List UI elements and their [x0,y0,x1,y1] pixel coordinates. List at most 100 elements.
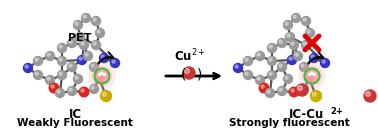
Circle shape [243,56,253,66]
Circle shape [56,89,65,97]
Circle shape [95,69,109,83]
Circle shape [45,51,54,61]
Circle shape [301,86,304,89]
Circle shape [81,42,84,45]
Text: IC-Cu: IC-Cu [289,108,324,121]
Circle shape [290,40,299,50]
Text: PET: PET [68,33,92,43]
Circle shape [268,56,276,66]
Circle shape [257,77,260,80]
Circle shape [299,62,308,72]
Circle shape [110,59,119,67]
Circle shape [93,42,96,45]
Circle shape [299,63,325,89]
FancyArrowPatch shape [98,52,113,64]
Circle shape [295,53,298,56]
Circle shape [305,69,319,83]
Circle shape [256,75,265,84]
Circle shape [102,92,106,96]
Circle shape [285,32,294,42]
Circle shape [279,40,282,43]
Circle shape [297,86,302,91]
Circle shape [284,75,293,83]
Circle shape [112,60,115,63]
Circle shape [101,72,103,75]
Circle shape [310,53,319,62]
Circle shape [279,64,282,67]
Circle shape [293,51,302,61]
Circle shape [303,18,306,21]
Circle shape [68,39,76,48]
Circle shape [75,76,78,79]
Circle shape [299,84,308,94]
Circle shape [289,87,299,97]
Circle shape [288,56,296,64]
Circle shape [91,86,94,89]
Text: IC: IC [68,108,82,121]
Circle shape [301,64,304,67]
Circle shape [96,29,104,37]
Circle shape [96,75,99,78]
Circle shape [47,53,50,56]
Circle shape [81,89,84,92]
Circle shape [265,89,274,97]
Circle shape [79,40,88,50]
Circle shape [90,62,99,72]
Text: (: ( [181,67,186,81]
Circle shape [99,53,108,62]
Text: Strongly fluorescent: Strongly fluorescent [229,118,349,128]
Circle shape [59,58,62,61]
Circle shape [93,18,96,21]
Circle shape [82,13,90,23]
Circle shape [245,58,248,61]
Circle shape [308,73,311,76]
Circle shape [103,73,106,76]
Circle shape [35,58,38,61]
Circle shape [68,86,76,95]
Circle shape [279,88,282,91]
Circle shape [79,57,82,60]
Circle shape [83,15,86,18]
Circle shape [303,42,306,45]
Circle shape [34,70,42,80]
Circle shape [183,67,195,79]
Circle shape [73,75,82,83]
Circle shape [25,65,28,68]
Circle shape [311,55,314,58]
Circle shape [269,72,272,75]
Circle shape [310,91,322,102]
Circle shape [76,32,85,42]
Circle shape [91,40,101,50]
Circle shape [256,51,265,61]
Circle shape [307,30,310,33]
Text: Weakly Fluorescent: Weakly Fluorescent [17,118,133,128]
Circle shape [23,64,33,72]
Circle shape [75,22,78,25]
FancyArrowPatch shape [308,52,323,64]
Circle shape [184,69,189,73]
Circle shape [287,34,290,37]
Circle shape [322,60,325,63]
Circle shape [293,15,296,18]
Circle shape [97,30,100,33]
Circle shape [291,89,294,92]
Circle shape [91,64,94,67]
Circle shape [269,58,272,61]
Circle shape [47,77,50,80]
Circle shape [277,86,287,95]
Circle shape [305,73,313,83]
Circle shape [245,72,248,75]
Circle shape [305,69,319,83]
Circle shape [269,45,272,48]
Circle shape [311,72,313,75]
Circle shape [268,70,276,80]
Circle shape [313,92,316,96]
Circle shape [57,43,67,53]
Circle shape [101,91,112,102]
Circle shape [235,65,238,68]
Circle shape [89,63,115,89]
Circle shape [366,91,370,97]
Circle shape [57,70,67,80]
Circle shape [73,20,82,29]
Circle shape [285,22,288,25]
